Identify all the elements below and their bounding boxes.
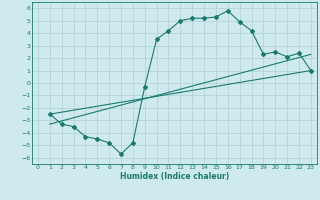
X-axis label: Humidex (Indice chaleur): Humidex (Indice chaleur)	[120, 172, 229, 181]
